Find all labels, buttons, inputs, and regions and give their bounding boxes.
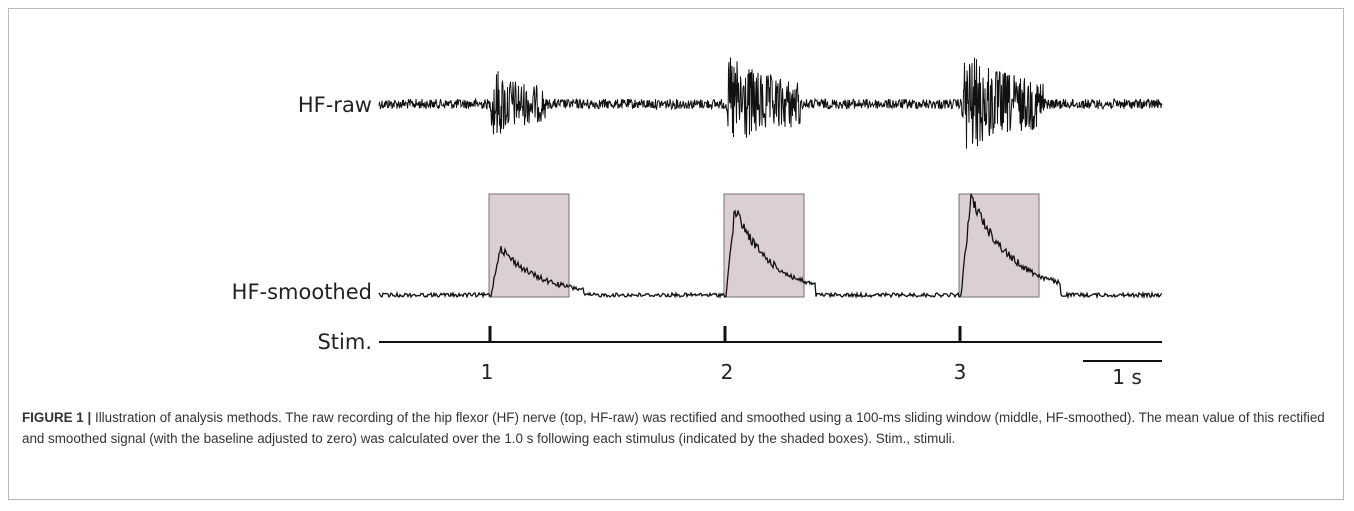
figure-caption-text: Illustration of analysis methods. The ra… <box>22 410 1325 446</box>
hf-smoothed-label: HF-smoothed <box>232 280 372 304</box>
figure-frame <box>8 8 1344 500</box>
hf-raw-trace <box>378 57 1163 149</box>
figure-panel: HF-raw HF-smoothed Stim. 1 2 3 1 s <box>232 57 1163 389</box>
hf-smoothed-trace <box>378 193 1163 300</box>
stim-number-1: 1 <box>481 360 494 384</box>
figure-caption-label: FIGURE 1 | <box>22 410 92 425</box>
stim-number-3: 3 <box>954 360 967 384</box>
shaded-box-1 <box>488 193 570 298</box>
shaded-box-2 <box>723 193 805 298</box>
hf-raw-label: HF-raw <box>298 93 372 117</box>
stim-number-2: 2 <box>721 360 734 384</box>
scale-bar-label: 1 s <box>1112 365 1142 389</box>
stim-label: Stim. <box>317 330 372 354</box>
figure-caption: FIGURE 1 | Illustration of analysis meth… <box>22 407 1332 449</box>
